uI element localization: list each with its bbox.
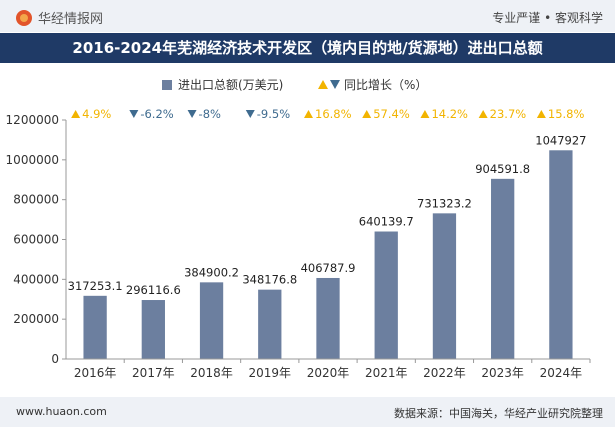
bar-value-label: 1047927 xyxy=(535,133,586,147)
bar xyxy=(549,150,573,359)
up-triangle-icon xyxy=(536,110,546,118)
tagline: 专业严谨 • 客观科学 xyxy=(492,11,603,25)
bar xyxy=(199,282,224,359)
footer: www.huaon.com 数据来源：中国海关，华经产业研究院整理 xyxy=(0,397,615,427)
x-tick-label: 2021年 xyxy=(365,366,408,380)
y-tick-label: 400000 xyxy=(13,272,59,286)
bar-value-label: 317253.1 xyxy=(68,279,123,293)
down-triangle-icon xyxy=(129,110,139,118)
growth-label: 14.2% xyxy=(431,107,468,121)
x-tick-label: 2020年 xyxy=(307,366,350,380)
legend-growth-label: 同比增长（%） xyxy=(344,78,427,92)
growth-label: 4.9% xyxy=(82,107,111,121)
bar xyxy=(83,295,107,359)
up-triangle-icon xyxy=(362,110,372,118)
top-bar: 华经情报网 专业严谨 • 客观科学 xyxy=(0,0,615,32)
bar xyxy=(258,289,282,359)
down-triangle-icon xyxy=(245,110,255,118)
bar xyxy=(141,300,165,359)
legend-bar-label: 进出口总额(万美元) xyxy=(178,78,283,92)
y-tick-label: 1200000 xyxy=(6,113,59,127)
x-tick-label: 2024年 xyxy=(540,366,583,380)
bar xyxy=(374,231,398,359)
bar-value-label: 296116.6 xyxy=(126,283,181,297)
x-tick-label: 2022年 xyxy=(423,366,466,380)
legend-bar-swatch xyxy=(162,80,172,90)
up-triangle-icon xyxy=(478,110,488,118)
y-tick-label: 600000 xyxy=(13,233,59,247)
up-triangle-icon xyxy=(304,110,313,118)
x-axis: 2016年 2017年 2018年 2019年 2020年 2021年 2022年 2023年… xyxy=(66,358,591,380)
brand: 华经情报网 xyxy=(16,8,103,27)
down-triangle-icon xyxy=(330,80,340,89)
y-tick-label: 200000 xyxy=(13,312,59,326)
bar-value-label: 904591.8 xyxy=(475,162,530,176)
growth-label: -6.2% xyxy=(140,107,173,121)
footer-source: 数据来源：中国海关，华经产业研究院整理 xyxy=(394,407,603,420)
brand-name: 华经情报网 xyxy=(38,12,104,27)
x-tick-label: 2023年 xyxy=(481,366,524,380)
bar-value-label: 348176.8 xyxy=(242,273,297,287)
footer-url: www.huaon.com xyxy=(16,405,107,418)
up-triangle-icon xyxy=(318,80,328,89)
bar-value-label: 384900.2 xyxy=(184,265,239,279)
bar-value-label: 406787.9 xyxy=(301,261,356,275)
y-tick-label: 0 xyxy=(51,352,59,366)
x-tick-label: 2019年 xyxy=(249,366,292,380)
x-tick-label: 2018年 xyxy=(190,366,233,380)
bar xyxy=(316,277,340,359)
growth-label: 23.7% xyxy=(490,107,527,121)
bar-value-label: 731323.2 xyxy=(417,196,472,210)
up-triangle-icon xyxy=(420,110,430,118)
chart: 进出口总额(万美元) 同比增长（%） 0 200000 400000 600000 80… xyxy=(6,78,591,380)
growth-label: 15.8% xyxy=(548,107,585,121)
down-triangle-icon xyxy=(187,110,197,118)
chart-title: 2016-2024年芜湖经济技术开发区（境内目的地/货源地）进出口总额 xyxy=(0,33,615,63)
bar xyxy=(432,213,457,359)
growth-label: 57.4% xyxy=(373,107,410,121)
up-triangle-icon xyxy=(71,110,81,118)
growth-label: -9.5% xyxy=(257,107,290,121)
growth-label: -8% xyxy=(199,107,221,121)
y-axis: 0 200000 400000 600000 800000 1000000 1200000 xyxy=(6,113,67,366)
bar xyxy=(491,178,515,359)
x-tick-label: 2017年 xyxy=(132,366,175,380)
y-tick-label: 1000000 xyxy=(6,153,59,167)
x-tick-label: 2016年 xyxy=(74,366,117,380)
bar-value-label: 640139.7 xyxy=(359,215,414,229)
growth-row: 4.9% -6.2% -8% -9.5% 16.8% 57.4% 14.2% 23.7% 15.… xyxy=(71,107,584,121)
logo-icon xyxy=(16,9,32,26)
growth-label: 16.8% xyxy=(315,107,352,121)
legend: 进出口总额(万美元) 同比增长（%） xyxy=(162,78,427,92)
y-tick-label: 800000 xyxy=(13,193,59,207)
